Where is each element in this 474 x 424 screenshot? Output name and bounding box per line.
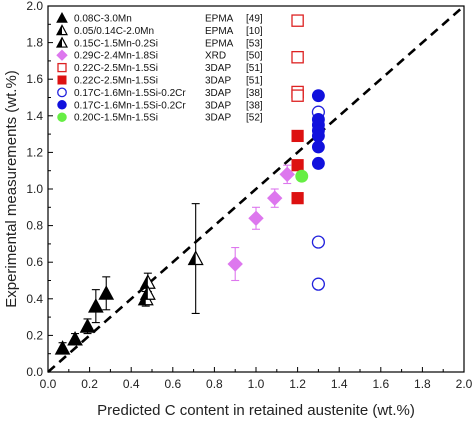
- legend-reference: [52]: [246, 113, 263, 124]
- data-point: [56, 49, 68, 61]
- x-tick-label: 2.0: [456, 377, 473, 391]
- legend-reference: [50]: [246, 51, 263, 62]
- data-point: [295, 169, 309, 183]
- x-tick-label: 1.6: [372, 377, 389, 391]
- legend-label: 0.08C-3.0Mn: [74, 14, 132, 25]
- y-tick-label: 1.6: [26, 72, 43, 86]
- y-tick-label: 0.4: [26, 292, 43, 306]
- y-axis-title: Experimental measurements (wt.%): [3, 70, 20, 308]
- y-tick-label: 0.8: [26, 219, 43, 233]
- y-tick-label: 1.0: [26, 182, 43, 196]
- legend-label: 0.22C-2.5Mn-1.5Si: [74, 76, 158, 87]
- x-tick-label: 1.4: [331, 377, 348, 391]
- data-point: [248, 210, 264, 226]
- data-point: [279, 166, 295, 183]
- x-tick-label: 0.8: [206, 377, 223, 391]
- data-point: [291, 129, 304, 143]
- data-point: [79, 318, 96, 333]
- data-point: [311, 140, 325, 154]
- marker-fill: [140, 275, 148, 289]
- legend-reference: [38]: [246, 100, 263, 111]
- legend-method: 3DAP: [205, 88, 231, 99]
- legend-method: EPMA: [205, 26, 234, 37]
- legend-label: 0.29C-2.4Mn-1.8Si: [74, 51, 158, 62]
- data-point: [291, 89, 304, 102]
- data-point: [55, 24, 69, 36]
- data-point: [291, 50, 304, 64]
- legend-method: 3DAP: [205, 113, 231, 124]
- marker-fill: [57, 25, 62, 35]
- marker-fill: [188, 251, 196, 265]
- legend-method: XRD: [205, 51, 226, 62]
- legend-label: 0.17C-1.6Mn-1.5Si-0.2Cr: [74, 100, 186, 111]
- y-tick-label: 0.6: [26, 255, 43, 269]
- legend-method: EPMA: [205, 14, 234, 25]
- data-point: [98, 285, 115, 300]
- legend-label: 0.05/0.14C-2.0Mn: [74, 26, 154, 37]
- x-tick-label: 0.4: [123, 377, 140, 391]
- data-point: [55, 36, 69, 48]
- legend-reference: [10]: [246, 26, 263, 37]
- data-point: [291, 14, 304, 27]
- data-point: [267, 190, 283, 206]
- x-tick-label: 0.6: [164, 377, 181, 391]
- legend-method: 3DAP: [205, 63, 231, 74]
- legend-method: 3DAP: [205, 100, 231, 111]
- data-point: [57, 100, 67, 110]
- data-point: [227, 256, 243, 272]
- y-tick-label: 1.8: [26, 36, 43, 50]
- data-point: [311, 156, 325, 170]
- x-tick-label: 0.2: [81, 377, 98, 391]
- marker-fill: [140, 286, 148, 300]
- legend-reference: [51]: [246, 76, 263, 87]
- reference-line: [47, 5, 465, 373]
- legend-label: 0.22C-2.5Mn-1.5Si: [74, 63, 158, 74]
- legend-reference: [38]: [246, 88, 263, 99]
- data-point: [311, 277, 325, 291]
- legend-method: EPMA: [205, 38, 234, 49]
- legend-reference: [51]: [246, 63, 263, 74]
- data-point: [139, 285, 156, 300]
- data-point: [311, 235, 325, 249]
- x-tick-label: 1.2: [289, 377, 306, 391]
- legend-method: 3DAP: [205, 76, 231, 87]
- y-tick-label: 0.0: [26, 365, 43, 379]
- y-tick-label: 2.0: [26, 0, 43, 13]
- axis-ticks-layer: 0.0 0.2 0.4 0.6 0.8 1.0 1.2 1.4 1.6 1.8 2.00.00.20…: [26, 0, 472, 391]
- x-tick-label: 1.0: [248, 377, 265, 391]
- legend-label: 0.20C-1.5Mn-1.5Si: [74, 113, 158, 124]
- y-tick-label: 1.2: [26, 145, 43, 159]
- reference-line-layer: [47, 5, 465, 373]
- x-axis-title: Predicted C content in retained austenit…: [97, 402, 415, 419]
- data-point: [67, 331, 83, 346]
- data-point: [57, 112, 67, 122]
- data-point: [291, 159, 304, 172]
- data-point: [88, 298, 104, 313]
- y-tick-label: 0.2: [26, 328, 43, 342]
- marker-fill: [57, 37, 62, 48]
- data-point: [311, 129, 325, 143]
- x-tick-label: 1.8: [414, 377, 431, 391]
- y-tick-label: 1.4: [26, 109, 43, 123]
- data-point: [187, 250, 204, 266]
- legend-label: 0.15C-1.5Mn-0.2Si: [74, 38, 158, 49]
- data-point: [57, 75, 67, 85]
- data-points-layer: [54, 14, 325, 355]
- data-point: [291, 192, 304, 205]
- legend-reference: [49]: [246, 14, 263, 25]
- data-point: [311, 89, 325, 103]
- legend-reference: [53]: [246, 38, 263, 49]
- data-point: [54, 340, 71, 355]
- data-point: [57, 62, 67, 73]
- legend: 0.08C-3.0Mn EPMA [49] 0.05/0.14C-2.0Mn EPMA […: [55, 11, 263, 124]
- x-tick-label: 0.0: [40, 377, 57, 391]
- legend-label: 0.17C-1.6Mn-1.5Si-0.2Cr: [74, 88, 186, 99]
- data-point: [56, 11, 68, 23]
- data-point: [57, 87, 67, 98]
